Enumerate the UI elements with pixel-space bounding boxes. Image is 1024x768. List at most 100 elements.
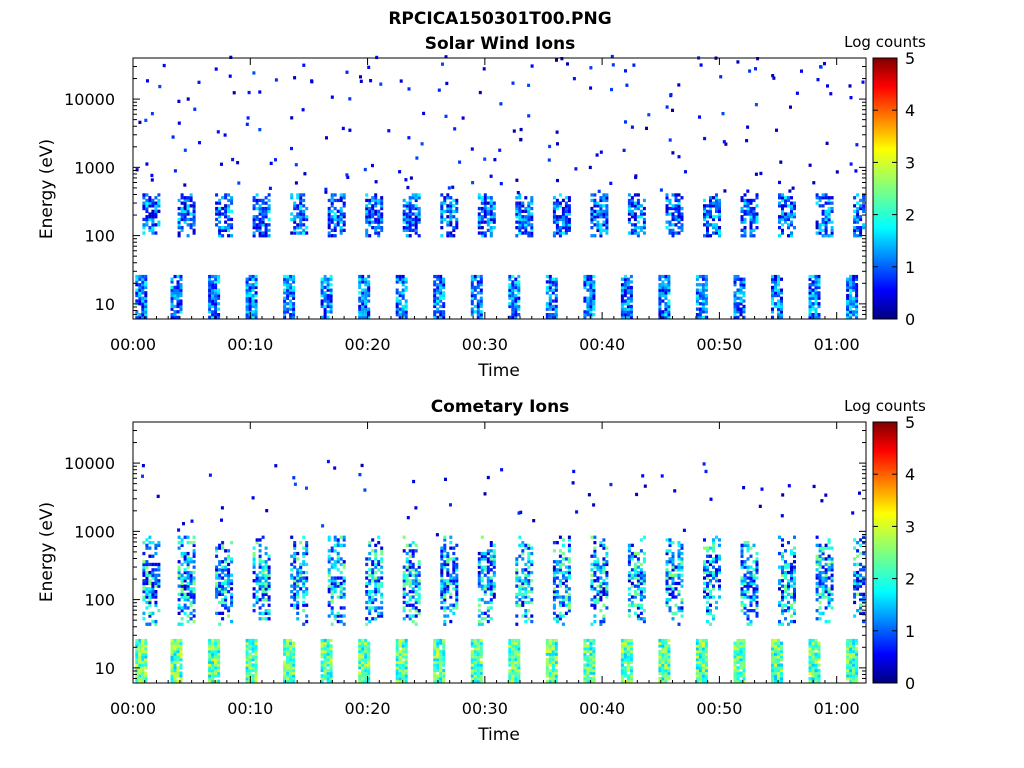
heatmap-cell (774, 288, 777, 292)
heatmap-cell (408, 573, 412, 577)
heatmap-cell (780, 315, 783, 319)
heatmap-cell (718, 231, 721, 235)
heatmap-cell (145, 592, 149, 596)
heatmap-cell (555, 231, 559, 235)
heatmap-cell (846, 302, 850, 306)
heatmap-cell (177, 226, 181, 230)
heatmap-cell (371, 570, 375, 575)
heatmap-cell (142, 217, 146, 222)
heatmap-cell (853, 217, 857, 222)
heatmap-cell (627, 546, 631, 550)
heatmap-cell (408, 204, 412, 208)
heatmap-cell (283, 310, 287, 314)
heatmap-cell (358, 285, 362, 290)
heatmap-cell (479, 655, 483, 659)
heatmap-cell (364, 657, 368, 662)
heatmap-cell (135, 310, 139, 314)
heatmap-cell (221, 196, 225, 200)
heatmap-cell (451, 185, 455, 189)
heatmap-cell (180, 541, 184, 545)
heatmap-cell (589, 655, 593, 659)
heatmap-cell (361, 310, 365, 314)
heatmap-cell (252, 562, 256, 567)
heatmap-cell (329, 671, 333, 675)
heatmap-cell (661, 313, 665, 317)
heatmap-cell (401, 652, 405, 656)
heatmap-cell (590, 581, 594, 586)
heatmap-cell (855, 307, 859, 311)
heatmap-cell (627, 209, 631, 213)
heatmap-cell (449, 573, 453, 577)
heatmap-cell (480, 598, 484, 602)
heatmap-cell (368, 609, 372, 613)
heatmap-cell (264, 590, 268, 594)
heatmap-cell (258, 565, 262, 569)
heatmap-cell (680, 606, 684, 610)
heatmap-cell (150, 173, 154, 178)
heatmap-cell (333, 215, 337, 219)
heatmap-cell (145, 622, 149, 626)
heatmap-cell (623, 638, 627, 643)
heatmap-cell (449, 619, 453, 624)
heatmap-cell (552, 204, 556, 208)
heatmap-cell (524, 614, 528, 618)
heatmap-cell (286, 647, 290, 651)
heatmap-cell (141, 274, 145, 279)
heatmap-cell (558, 611, 562, 615)
heatmap-cell (593, 603, 597, 607)
heatmap-cell (630, 557, 634, 561)
heatmap-cell (698, 657, 702, 662)
heatmap-cell (787, 198, 790, 203)
heatmap-cell (821, 228, 825, 232)
heatmap-cell (208, 291, 212, 295)
heatmap-cell (590, 535, 594, 539)
heatmap-cell (283, 313, 287, 317)
heatmap-cell (852, 299, 856, 303)
heatmap-cell (289, 660, 293, 664)
heatmap-cell (269, 161, 273, 165)
heatmap-cell (221, 565, 225, 569)
heatmap-cell (665, 570, 669, 575)
heatmap-cell (154, 576, 158, 580)
heatmap-cell (787, 234, 790, 238)
heatmap-cell (855, 313, 859, 317)
heatmap-cell (774, 280, 777, 284)
heatmap-cell (186, 97, 190, 101)
heatmap-cell (674, 223, 678, 227)
heatmap-cell (856, 193, 860, 197)
heatmap-cell (208, 641, 212, 645)
heatmap-cell (420, 142, 424, 146)
heatmap-cell (477, 551, 481, 556)
heatmap-cell (267, 565, 271, 569)
heatmap-cell (470, 644, 474, 648)
heatmap-cell (230, 226, 234, 230)
heatmap-cell (701, 283, 705, 287)
heatmap-cell (514, 285, 518, 290)
heatmap-cell (446, 223, 450, 227)
heatmap-cell (483, 617, 487, 621)
heatmap-cell (814, 277, 818, 281)
heatmap-cell (293, 543, 297, 547)
heatmap-cell (180, 617, 184, 621)
heatmap-cell (755, 212, 759, 216)
heatmap-cell (221, 584, 225, 588)
heatmap-cell (320, 302, 324, 306)
heatmap-cell (477, 557, 481, 561)
heatmap-cell (183, 198, 187, 203)
heatmap-cell (302, 193, 306, 197)
heatmap-cell (599, 584, 603, 588)
heatmap-cell (514, 280, 518, 284)
heatmap-cell (211, 310, 215, 314)
heatmap-cell (787, 212, 790, 216)
heatmap-cell (329, 655, 333, 659)
heatmap-cell (511, 288, 515, 292)
heatmap-cell (620, 291, 624, 295)
heatmap-cell (698, 663, 702, 667)
heatmap-cell (473, 644, 477, 648)
heatmap-cell (642, 579, 646, 583)
heatmap-cell (742, 304, 746, 309)
heatmap-cell (404, 313, 408, 317)
heatmap-cell (145, 546, 149, 550)
heatmap-cell (292, 315, 296, 319)
heatmap-cell (254, 293, 258, 298)
